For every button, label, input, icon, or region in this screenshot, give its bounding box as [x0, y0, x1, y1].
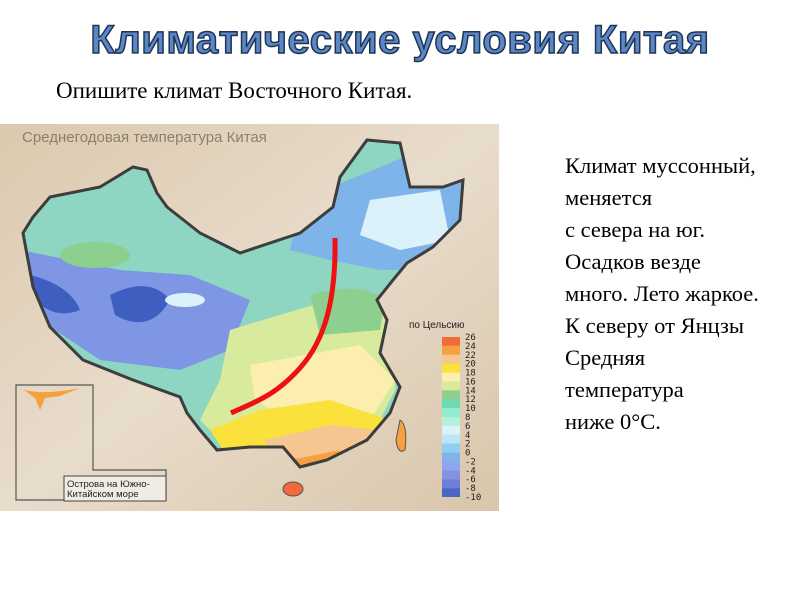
legend-swatch — [442, 372, 460, 382]
legend-label: -10 — [465, 493, 481, 503]
legend-label: 18 — [465, 369, 476, 379]
slide-title: Климатические условия Китая — [90, 17, 710, 63]
legend-label: -2 — [465, 457, 476, 467]
description-line: Климат муссонный, — [565, 153, 756, 178]
description-line: Средняя — [565, 345, 646, 370]
legend-swatch — [442, 363, 460, 373]
legend-swatch — [442, 452, 460, 462]
legend-label: 20 — [465, 360, 476, 370]
legend-swatch — [442, 399, 460, 409]
legend-label: 14 — [465, 386, 476, 396]
legend-label: 2 — [465, 440, 470, 450]
inset-label-line1: Острова на Южно- — [67, 479, 150, 490]
legend-swatch — [442, 390, 460, 400]
legend-label: -4 — [465, 466, 476, 476]
legend-label: 24 — [465, 342, 476, 352]
description-line: температура — [565, 377, 684, 402]
hainan-island — [282, 481, 304, 497]
legend-swatch — [442, 434, 460, 444]
legend-label: 22 — [465, 351, 476, 361]
legend-label: -6 — [465, 475, 476, 485]
legend-label: 16 — [465, 377, 476, 387]
legend-label: 0 — [465, 449, 470, 459]
climate-description: Климат муссонный, меняется с севера на юг.… — [565, 150, 759, 438]
legend-swatch — [442, 479, 460, 489]
description-line: меняется — [565, 185, 653, 210]
legend-swatch — [442, 345, 460, 355]
legend-swatch — [442, 470, 460, 480]
legend-label: 6 — [465, 422, 470, 432]
legend-swatch — [442, 337, 460, 346]
taiwan-island — [395, 419, 407, 452]
legend-swatch — [442, 488, 460, 497]
legend-swatch — [442, 408, 460, 417]
description-line: ниже 0°С. — [565, 409, 661, 434]
legend-label: -8 — [465, 484, 476, 494]
description-line: много. Лето жаркое. — [565, 281, 759, 306]
legend-swatch — [442, 381, 460, 391]
slide-subtitle: Опишите климат Восточного Китая. — [56, 78, 413, 103]
legend-swatch — [442, 461, 460, 471]
legend-swatch — [442, 417, 460, 426]
map-title: Среднегодовая температура Китая — [22, 129, 267, 146]
legend-title: по Цельсию — [409, 320, 465, 331]
legend-swatch — [442, 425, 460, 435]
inset-label-line2: Китайском море — [67, 489, 139, 500]
legend-label: 26 — [465, 333, 476, 343]
legend-swatch — [442, 443, 460, 453]
inset-south-china-sea: Острова на Южно- Китайском море — [15, 384, 167, 502]
description-line: с севера на юг. — [565, 217, 705, 242]
temperature-map: Среднегодовая температура Китая Острова … — [0, 124, 499, 511]
legend-swatch — [442, 354, 460, 364]
description-line: К северу от Янцзы — [565, 313, 744, 338]
description-line: Осадков везде — [565, 249, 701, 274]
red-annotation-curve — [229, 237, 338, 416]
legend-label: 10 — [465, 404, 476, 414]
legend-label: 8 — [465, 413, 470, 423]
legend-label: 12 — [465, 395, 476, 405]
legend-label: 4 — [465, 431, 470, 441]
